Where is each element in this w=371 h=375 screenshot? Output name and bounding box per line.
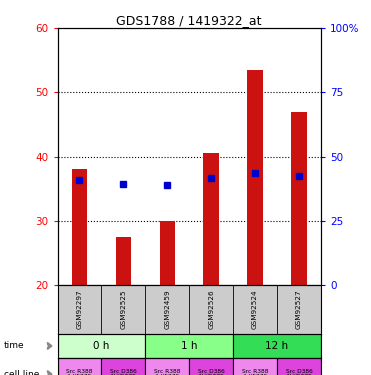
Bar: [101, 358, 145, 375]
Text: GSM92297: GSM92297: [76, 290, 82, 329]
Bar: [277, 358, 321, 375]
Text: Src R388
A Y527F: Src R388 A Y527F: [154, 369, 181, 375]
Text: Src R388
A Y527F: Src R388 A Y527F: [242, 369, 268, 375]
Text: Src D386
N Y527F: Src D386 N Y527F: [286, 369, 312, 375]
Bar: [72, 170, 87, 285]
Text: GSM92459: GSM92459: [164, 290, 170, 329]
Text: 0 h: 0 h: [93, 341, 109, 351]
Text: 1 h: 1 h: [181, 341, 197, 351]
Bar: [58, 358, 101, 375]
Bar: [291, 112, 307, 285]
Text: Src D386
N Y527F: Src D386 N Y527F: [110, 369, 137, 375]
Title: GDS1788 / 1419322_at: GDS1788 / 1419322_at: [116, 14, 262, 27]
Bar: [160, 221, 175, 285]
Text: Src D386
N Y527F: Src D386 N Y527F: [198, 369, 224, 375]
Bar: [116, 237, 131, 285]
Bar: [145, 358, 189, 375]
Bar: [189, 358, 233, 375]
Text: GSM92524: GSM92524: [252, 290, 258, 329]
Text: cell line: cell line: [4, 370, 39, 375]
Bar: [145, 334, 233, 358]
Bar: [203, 153, 219, 285]
Text: time: time: [4, 341, 24, 350]
Bar: [58, 334, 145, 358]
Text: GSM92525: GSM92525: [120, 290, 127, 329]
Text: GSM92527: GSM92527: [296, 290, 302, 329]
Bar: [247, 70, 263, 285]
Text: GSM92526: GSM92526: [208, 290, 214, 329]
Text: 12 h: 12 h: [266, 341, 289, 351]
Bar: [233, 334, 321, 358]
Text: Src R388
A Y527F: Src R388 A Y527F: [66, 369, 93, 375]
Bar: [233, 358, 277, 375]
